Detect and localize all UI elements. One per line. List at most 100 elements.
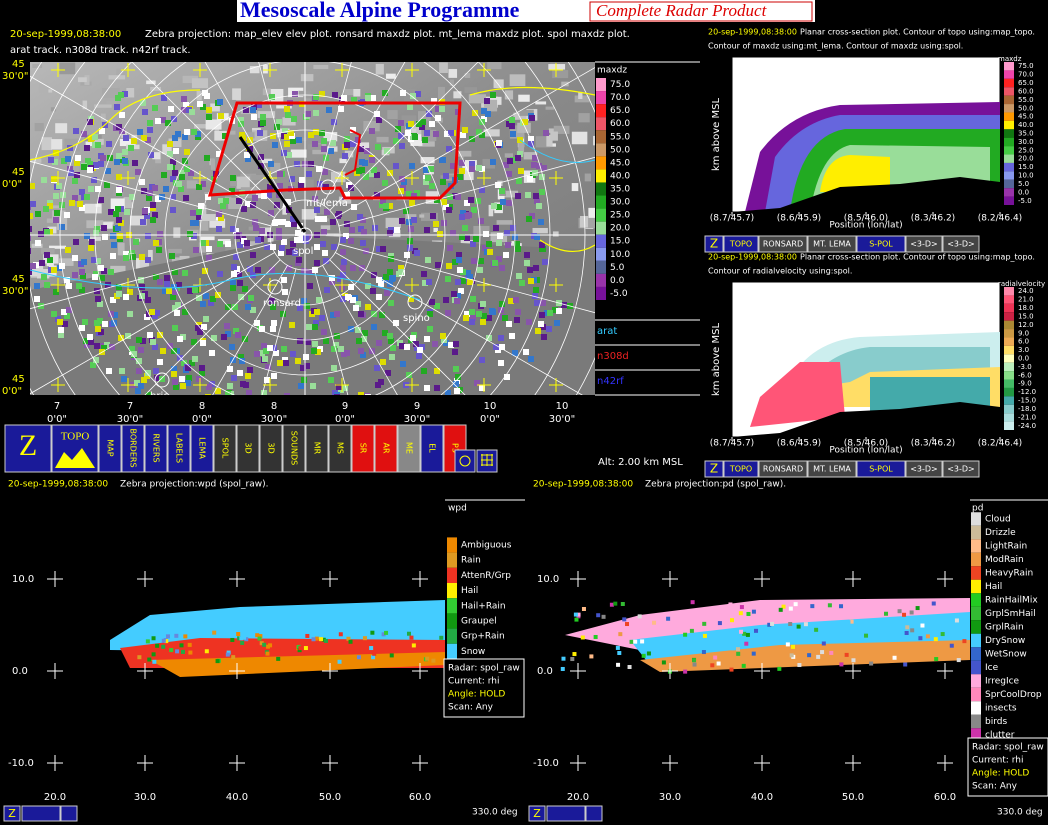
view-button[interactable]: Z <box>704 460 724 478</box>
view-button[interactable]: <3-D> <box>942 235 980 253</box>
button-face[interactable] <box>144 424 168 473</box>
button-face[interactable] <box>4 424 52 473</box>
button-label[interactable]: Z <box>533 807 541 820</box>
button-face[interactable] <box>856 235 906 253</box>
button-label[interactable]: MR <box>313 442 322 455</box>
button-face[interactable] <box>905 235 943 253</box>
view-button[interactable]: S-POL <box>856 460 906 478</box>
toolbar-button[interactable]: MAP <box>98 424 122 473</box>
button-label[interactable]: Z <box>710 462 718 476</box>
button-label[interactable]: EL <box>428 443 437 453</box>
toolbar-button[interactable]: AR <box>374 424 398 473</box>
button-face[interactable] <box>942 460 980 478</box>
button-label[interactable]: Z <box>710 237 718 251</box>
view-button[interactable]: MT. LEMA <box>807 235 857 253</box>
button-face[interactable] <box>305 424 329 473</box>
button-label[interactable]: MAP <box>106 439 115 456</box>
button-face[interactable] <box>704 235 724 253</box>
toolbar-button[interactable]: RIVERS <box>144 424 168 473</box>
toolbar-button[interactable]: 3D <box>259 424 283 473</box>
toolbar-button[interactable]: SPOL <box>213 424 237 473</box>
button-face[interactable] <box>167 424 191 473</box>
button-face[interactable] <box>3 805 21 822</box>
button-label[interactable]: S-POL <box>869 240 893 249</box>
toolbar-button[interactable]: LABELS <box>167 424 191 473</box>
button-label[interactable]: P3 <box>451 443 460 453</box>
button-face[interactable] <box>758 460 808 478</box>
button-label[interactable]: <3-D> <box>947 465 975 474</box>
view-button[interactable]: RONSARD <box>758 235 808 253</box>
button-face[interactable] <box>282 424 306 473</box>
button-label[interactable]: ME <box>405 442 414 454</box>
button-label[interactable]: SPOL <box>221 438 230 459</box>
button-face[interactable] <box>905 460 943 478</box>
button-label[interactable]: <3-D> <box>947 240 975 249</box>
button-face[interactable] <box>528 805 546 822</box>
toolbar-button[interactable]: ME <box>397 424 421 473</box>
button-face[interactable] <box>328 424 352 473</box>
button-face[interactable] <box>807 235 857 253</box>
button-label[interactable]: LEMA <box>198 437 207 459</box>
button-face[interactable] <box>121 424 145 473</box>
view-button[interactable]: S-POL <box>856 235 906 253</box>
button-face[interactable] <box>213 424 237 473</box>
button-face[interactable] <box>236 424 260 473</box>
button-face[interactable] <box>856 460 906 478</box>
toolbar-button[interactable]: TOPO <box>51 424 99 473</box>
toolbar-button[interactable]: 3D <box>236 424 260 473</box>
button-face[interactable] <box>704 460 724 478</box>
toolbar-button[interactable]: EL <box>420 424 444 473</box>
toolbar-button[interactable]: MR <box>305 424 329 473</box>
view-button[interactable]: <3-D> <box>905 460 943 478</box>
button-face[interactable] <box>98 424 122 473</box>
view-button[interactable]: <3-D> <box>942 460 980 478</box>
button-label[interactable]: LABELS <box>175 433 184 463</box>
button-label[interactable]: TOPO <box>729 240 752 249</box>
toolbar-button[interactable]: MS <box>328 424 352 473</box>
button-label[interactable]: BORDERS <box>129 428 138 467</box>
button-label[interactable]: Z <box>19 429 37 462</box>
button-label[interactable]: SOUNDS <box>290 431 299 465</box>
z-button[interactable]: Z <box>528 805 546 822</box>
toolbar-button[interactable]: Z <box>4 424 52 473</box>
button-face[interactable] <box>397 424 421 473</box>
toolbar-button[interactable]: SR <box>351 424 375 473</box>
button-face[interactable] <box>942 235 980 253</box>
button-face[interactable] <box>259 424 283 473</box>
button-label[interactable]: RONSARD <box>763 240 803 249</box>
button-label[interactable]: MT. LEMA <box>813 465 851 474</box>
button-label[interactable]: <3-D> <box>910 240 938 249</box>
button-face[interactable] <box>723 235 759 253</box>
icon-button[interactable] <box>585 805 603 822</box>
button-label[interactable]: S-POL <box>869 465 893 474</box>
icon-button[interactable] <box>454 449 476 473</box>
button-label[interactable]: 3D <box>267 442 276 453</box>
view-button[interactable]: <3-D> <box>905 235 943 253</box>
view-button[interactable]: TOPO <box>723 235 759 253</box>
button-face[interactable] <box>420 424 444 473</box>
view-button[interactable]: MT. LEMA <box>807 460 857 478</box>
button-label[interactable]: RIVERS <box>152 433 161 462</box>
z-button[interactable]: Z <box>3 805 21 822</box>
view-button[interactable]: Z <box>704 235 724 253</box>
toolbar-button[interactable]: SOUNDS <box>282 424 306 473</box>
view-button[interactable]: TOPO <box>723 460 759 478</box>
button-label[interactable]: TOPO <box>729 465 752 474</box>
button-label[interactable]: AR <box>382 442 391 453</box>
button-label[interactable]: MT. LEMA <box>813 240 851 249</box>
button-label[interactable]: Z <box>8 807 16 820</box>
button-face[interactable] <box>351 424 375 473</box>
button-label[interactable]: SR <box>359 443 368 454</box>
icon-button[interactable] <box>60 805 78 822</box>
button-face[interactable] <box>758 235 808 253</box>
button-face[interactable] <box>723 460 759 478</box>
button-label[interactable]: TOPO <box>61 431 90 443</box>
button-label[interactable]: MS <box>336 442 345 454</box>
button-label[interactable]: <3-D> <box>910 465 938 474</box>
button-face[interactable] <box>374 424 398 473</box>
toolbar-button[interactable]: BORDERS <box>121 424 145 473</box>
icon-button[interactable] <box>21 805 61 822</box>
toolbar-button[interactable]: LEMA <box>190 424 214 473</box>
button-label[interactable]: RONSARD <box>763 465 803 474</box>
button-face[interactable] <box>807 460 857 478</box>
